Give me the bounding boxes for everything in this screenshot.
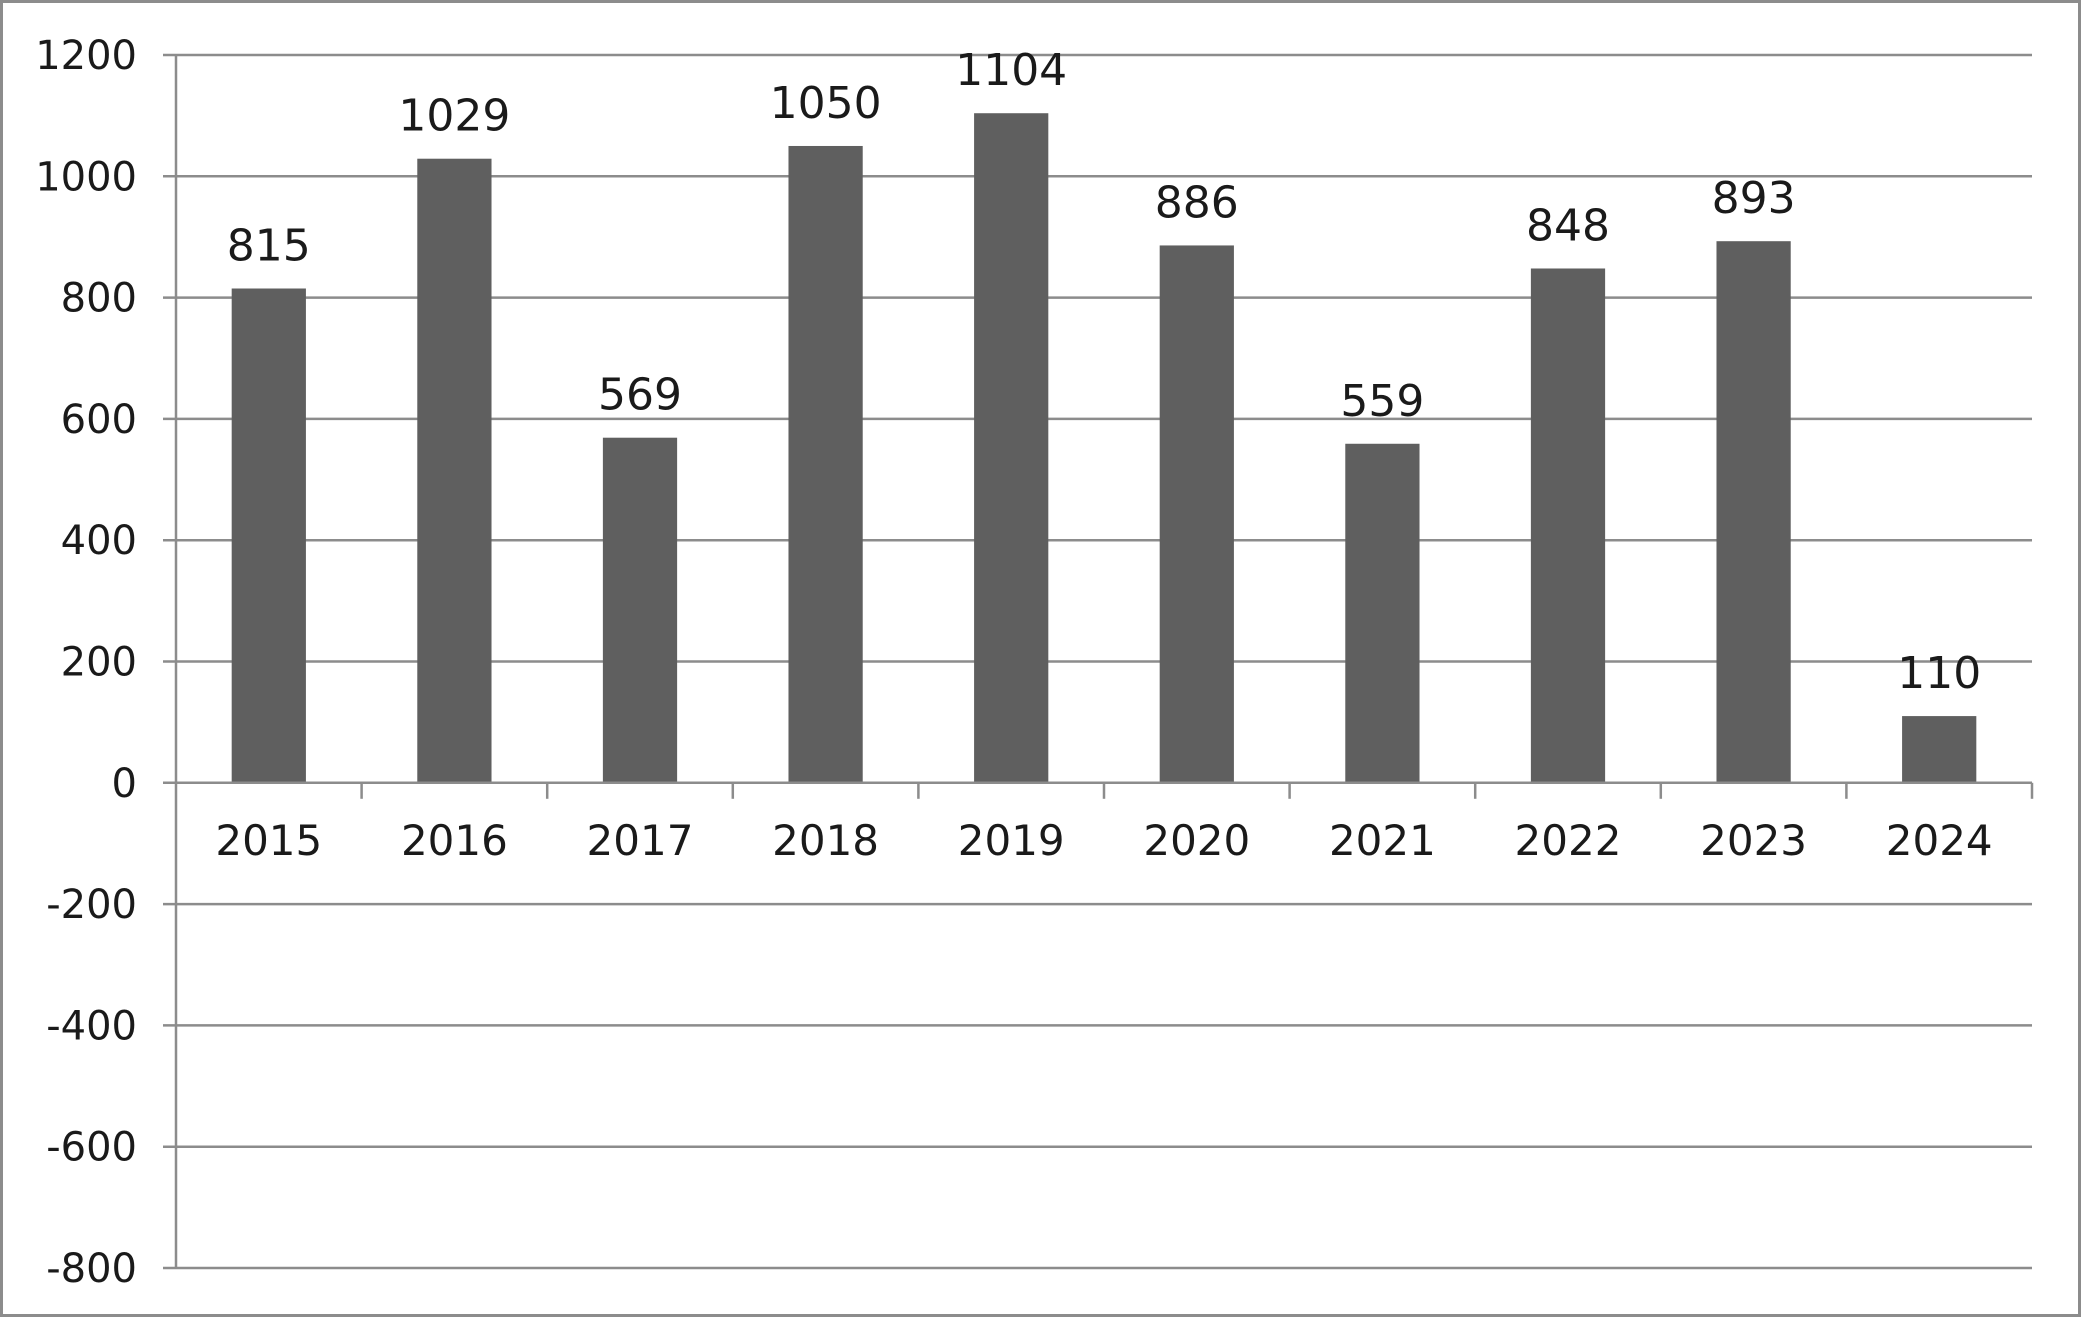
x-tick-label: 2022 <box>1515 816 1622 865</box>
labels: 1200 1000 800 600 400 200 0 -200 -400 -600 -800 815… <box>35 33 1992 1292</box>
y-tick-label: 400 <box>61 518 137 564</box>
bar <box>1902 716 1977 783</box>
bar <box>1345 443 1420 783</box>
y-tick-label: -800 <box>46 1246 137 1292</box>
bar-chart: 1200 1000 800 600 400 200 0 -200 -400 -600 -800 815… <box>35 33 2034 1292</box>
y-tick-label: 0 <box>112 761 137 807</box>
bar <box>1159 245 1234 783</box>
data-label: 559 <box>1340 376 1424 427</box>
bars <box>231 113 1977 783</box>
axes <box>174 55 2034 1268</box>
bar <box>1530 268 1606 783</box>
x-tick-label: 2023 <box>1700 816 1807 865</box>
bar <box>788 145 863 783</box>
x-tick-label: 2021 <box>1329 816 1436 865</box>
bar <box>974 113 1049 783</box>
y-tick-label: 1200 <box>35 33 137 79</box>
data-label: 569 <box>598 370 682 421</box>
y-tick-label: 1000 <box>35 154 137 200</box>
bar <box>1716 241 1791 783</box>
x-tick-label: 2019 <box>958 816 1065 865</box>
x-tick-label: 2015 <box>215 816 322 865</box>
data-label: 893 <box>1712 173 1796 224</box>
bar <box>602 437 678 783</box>
data-label: 1050 <box>770 78 882 129</box>
data-label: 886 <box>1155 177 1239 228</box>
data-label: 110 <box>1897 648 1981 699</box>
data-label: 1029 <box>398 91 510 142</box>
y-tick-label: -200 <box>46 882 137 928</box>
y-tick-label: -400 <box>46 1003 137 1049</box>
bar <box>417 158 492 783</box>
x-tick-label: 2017 <box>587 816 694 865</box>
data-label: 848 <box>1526 200 1610 251</box>
data-label: 815 <box>227 221 311 272</box>
data-label: 1104 <box>955 45 1067 96</box>
x-tick-label: 2024 <box>1886 816 1993 865</box>
y-tick-label: 800 <box>61 276 137 322</box>
x-tick-label: 2016 <box>401 816 508 865</box>
x-tick-label: 2018 <box>772 816 879 865</box>
y-tick-label: 600 <box>61 397 137 443</box>
y-tick-label: -600 <box>46 1125 137 1171</box>
y-tick-label: 200 <box>61 640 137 686</box>
x-tick-label: 2020 <box>1143 816 1250 865</box>
bar <box>231 288 306 783</box>
